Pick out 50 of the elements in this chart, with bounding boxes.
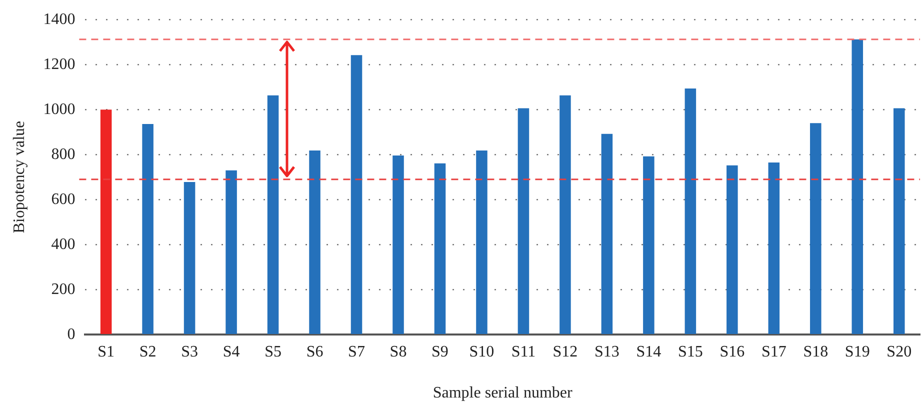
bar xyxy=(810,123,822,334)
x-tick-label: S12 xyxy=(552,343,578,360)
x-tick-label: S1 xyxy=(98,343,115,360)
bar xyxy=(434,163,446,334)
x-tick-label: S9 xyxy=(432,343,448,360)
x-tick-label: S8 xyxy=(390,343,407,360)
x-tick-label: S2 xyxy=(139,343,156,360)
x-tick-label: S20 xyxy=(886,343,912,360)
bar xyxy=(142,124,154,334)
x-tick-label: S11 xyxy=(511,343,536,360)
bar xyxy=(184,182,196,334)
x-tick-label: S7 xyxy=(348,343,365,360)
bar xyxy=(476,150,488,334)
bar xyxy=(560,95,571,334)
bar xyxy=(392,156,404,334)
bar xyxy=(350,55,362,334)
y-tick-label: 800 xyxy=(51,146,76,163)
bar xyxy=(684,88,696,334)
y-tick-label: 600 xyxy=(51,190,76,208)
x-tick-label: S18 xyxy=(803,343,828,360)
y-tick-label: 1400 xyxy=(43,10,76,28)
y-tick-label: 0 xyxy=(67,326,76,343)
bar xyxy=(601,134,613,334)
x-tick-label: S16 xyxy=(720,343,745,360)
bar xyxy=(518,108,530,334)
y-axis-title: Biopotency value xyxy=(10,120,28,234)
x-tick-label: S14 xyxy=(636,343,662,360)
x-tick-label: S3 xyxy=(181,343,198,360)
bar xyxy=(226,170,237,334)
bar xyxy=(100,110,112,334)
x-tick-label: S17 xyxy=(761,343,786,360)
y-tick-label: 1200 xyxy=(43,56,76,73)
bar xyxy=(768,162,780,334)
bar xyxy=(893,108,905,334)
x-tick-label: S6 xyxy=(306,343,324,360)
bar xyxy=(267,95,279,334)
y-tick-label: 1000 xyxy=(43,100,76,118)
bar xyxy=(726,165,738,334)
y-tick-label: 400 xyxy=(51,236,76,253)
y-tick-label: 200 xyxy=(51,280,76,298)
x-tick-label: S19 xyxy=(844,343,870,360)
x-tick-label: S10 xyxy=(469,343,494,360)
x-axis-title: Sample serial number xyxy=(432,384,574,402)
x-tick-label: S13 xyxy=(594,343,620,360)
bar xyxy=(643,156,654,334)
bar xyxy=(309,150,320,334)
x-tick-label: S15 xyxy=(678,343,703,360)
x-tick-label: S5 xyxy=(264,343,282,360)
x-tick-label: S4 xyxy=(222,343,240,360)
bar xyxy=(852,39,864,334)
